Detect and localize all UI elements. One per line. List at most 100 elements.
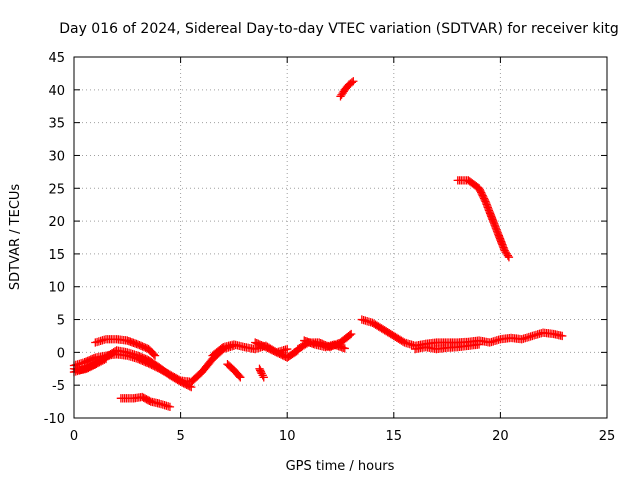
data-point-marker — [558, 331, 567, 341]
data-point-marker — [184, 381, 193, 390]
y-tick-label: 40 — [48, 84, 65, 99]
data-point-marker — [139, 342, 149, 352]
y-tick-label: 30 — [48, 149, 65, 164]
data-point-marker — [83, 356, 92, 366]
data-point-marker — [82, 364, 91, 373]
data-point-marker — [133, 340, 143, 349]
data-point-marker — [85, 362, 95, 372]
data-point-marker — [84, 363, 93, 373]
data-point-marker — [90, 360, 99, 369]
data-point-marker — [135, 352, 144, 361]
data-point-marker — [138, 342, 147, 351]
data-point-marker — [145, 396, 154, 405]
data-point-marker — [101, 354, 111, 364]
data-point-marker — [257, 340, 266, 350]
data-point-marker — [187, 383, 196, 392]
data-point-marker — [138, 353, 147, 362]
y-tick-label: 35 — [48, 117, 65, 132]
data-point-marker — [181, 380, 190, 389]
data-point-marker — [92, 359, 101, 368]
y-tick-label: -10 — [44, 412, 65, 427]
y-tick-label: 0 — [57, 346, 65, 361]
data-point-marker — [349, 77, 358, 86]
x-tick-label: 5 — [176, 429, 184, 444]
data-point-marker — [136, 341, 146, 350]
series-arc-e — [116, 392, 175, 411]
data-point-marker — [141, 354, 150, 364]
series-arc-n — [410, 340, 484, 354]
data-point-marker — [176, 377, 185, 387]
x-tick-label: 25 — [599, 429, 616, 444]
data-point-marker — [100, 355, 109, 364]
data-point-marker — [398, 337, 408, 346]
data-point-marker — [149, 350, 158, 359]
data-point-marker — [347, 329, 356, 339]
series-arc-l — [336, 77, 358, 101]
data-point-marker — [135, 340, 144, 350]
data-marks — [69, 77, 567, 411]
data-point-marker — [283, 344, 292, 354]
plot-frame — [73, 56, 608, 419]
y-tick-label: 45 — [48, 51, 65, 66]
series-arc-k — [300, 336, 349, 353]
x-tick-label: 0 — [70, 429, 78, 444]
data-point-marker — [88, 354, 97, 364]
x-axis-label: GPS time / hours — [286, 459, 395, 474]
data-point-marker — [236, 373, 245, 382]
data-point-marker — [345, 330, 354, 340]
data-point-marker — [93, 358, 103, 368]
y-axis-label: SDTVAR / TECUs — [8, 184, 23, 291]
data-point-marker — [254, 339, 263, 348]
data-point-marker — [474, 340, 484, 349]
data-point-marker — [136, 352, 146, 362]
data-point-marker — [179, 379, 188, 388]
series-arc-d — [91, 335, 160, 360]
y-tick-label: -5 — [52, 379, 65, 394]
data-point-marker — [260, 342, 269, 351]
data-point-marker — [97, 357, 106, 366]
data-point-marker — [264, 344, 274, 353]
data-point-marker — [258, 341, 267, 350]
data-point-marker — [267, 345, 277, 355]
data-point-marker — [259, 373, 268, 382]
y-tick-label: 10 — [48, 281, 65, 296]
data-point-marker — [98, 356, 107, 365]
series-arc-g — [223, 360, 245, 382]
data-point-marker — [141, 343, 150, 352]
data-point-marker — [261, 342, 271, 352]
data-point-marker — [85, 356, 94, 365]
data-point-marker — [504, 253, 514, 262]
data-point-marker — [503, 251, 513, 260]
y-tick-label: 15 — [48, 248, 65, 263]
x-tick-label: 15 — [386, 429, 403, 444]
series-arc-o — [453, 176, 514, 262]
data-point-marker — [86, 355, 95, 364]
data-point-marker — [256, 366, 265, 375]
series-arc-c — [69, 354, 111, 375]
grid-lines — [74, 57, 607, 418]
x-tick-label: 10 — [279, 429, 296, 444]
y-tick-label: 25 — [48, 182, 65, 197]
data-point-marker — [133, 351, 143, 360]
data-point-marker — [252, 339, 261, 348]
y-tick-label: 20 — [48, 215, 65, 230]
data-point-marker — [87, 362, 96, 371]
data-point-marker — [255, 340, 264, 349]
series-arc-m — [357, 315, 567, 350]
data-point-marker — [235, 371, 244, 381]
data-point-marker — [347, 78, 357, 87]
data-point-marker — [340, 344, 349, 353]
data-point-marker — [150, 351, 160, 360]
data-point-marker — [80, 358, 89, 367]
series-arc-h — [255, 364, 268, 382]
x-tick-label: 20 — [492, 429, 509, 444]
data-point-marker — [82, 357, 91, 366]
data-point-marker — [269, 346, 278, 356]
data-point-marker — [217, 344, 227, 353]
data-point-marker — [255, 364, 264, 373]
chart-title: Day 016 of 2024, Sidereal Day-to-day VTE… — [59, 21, 619, 37]
data-point-marker — [185, 382, 194, 391]
data-point-marker — [263, 343, 272, 353]
data-point-marker — [139, 354, 149, 363]
